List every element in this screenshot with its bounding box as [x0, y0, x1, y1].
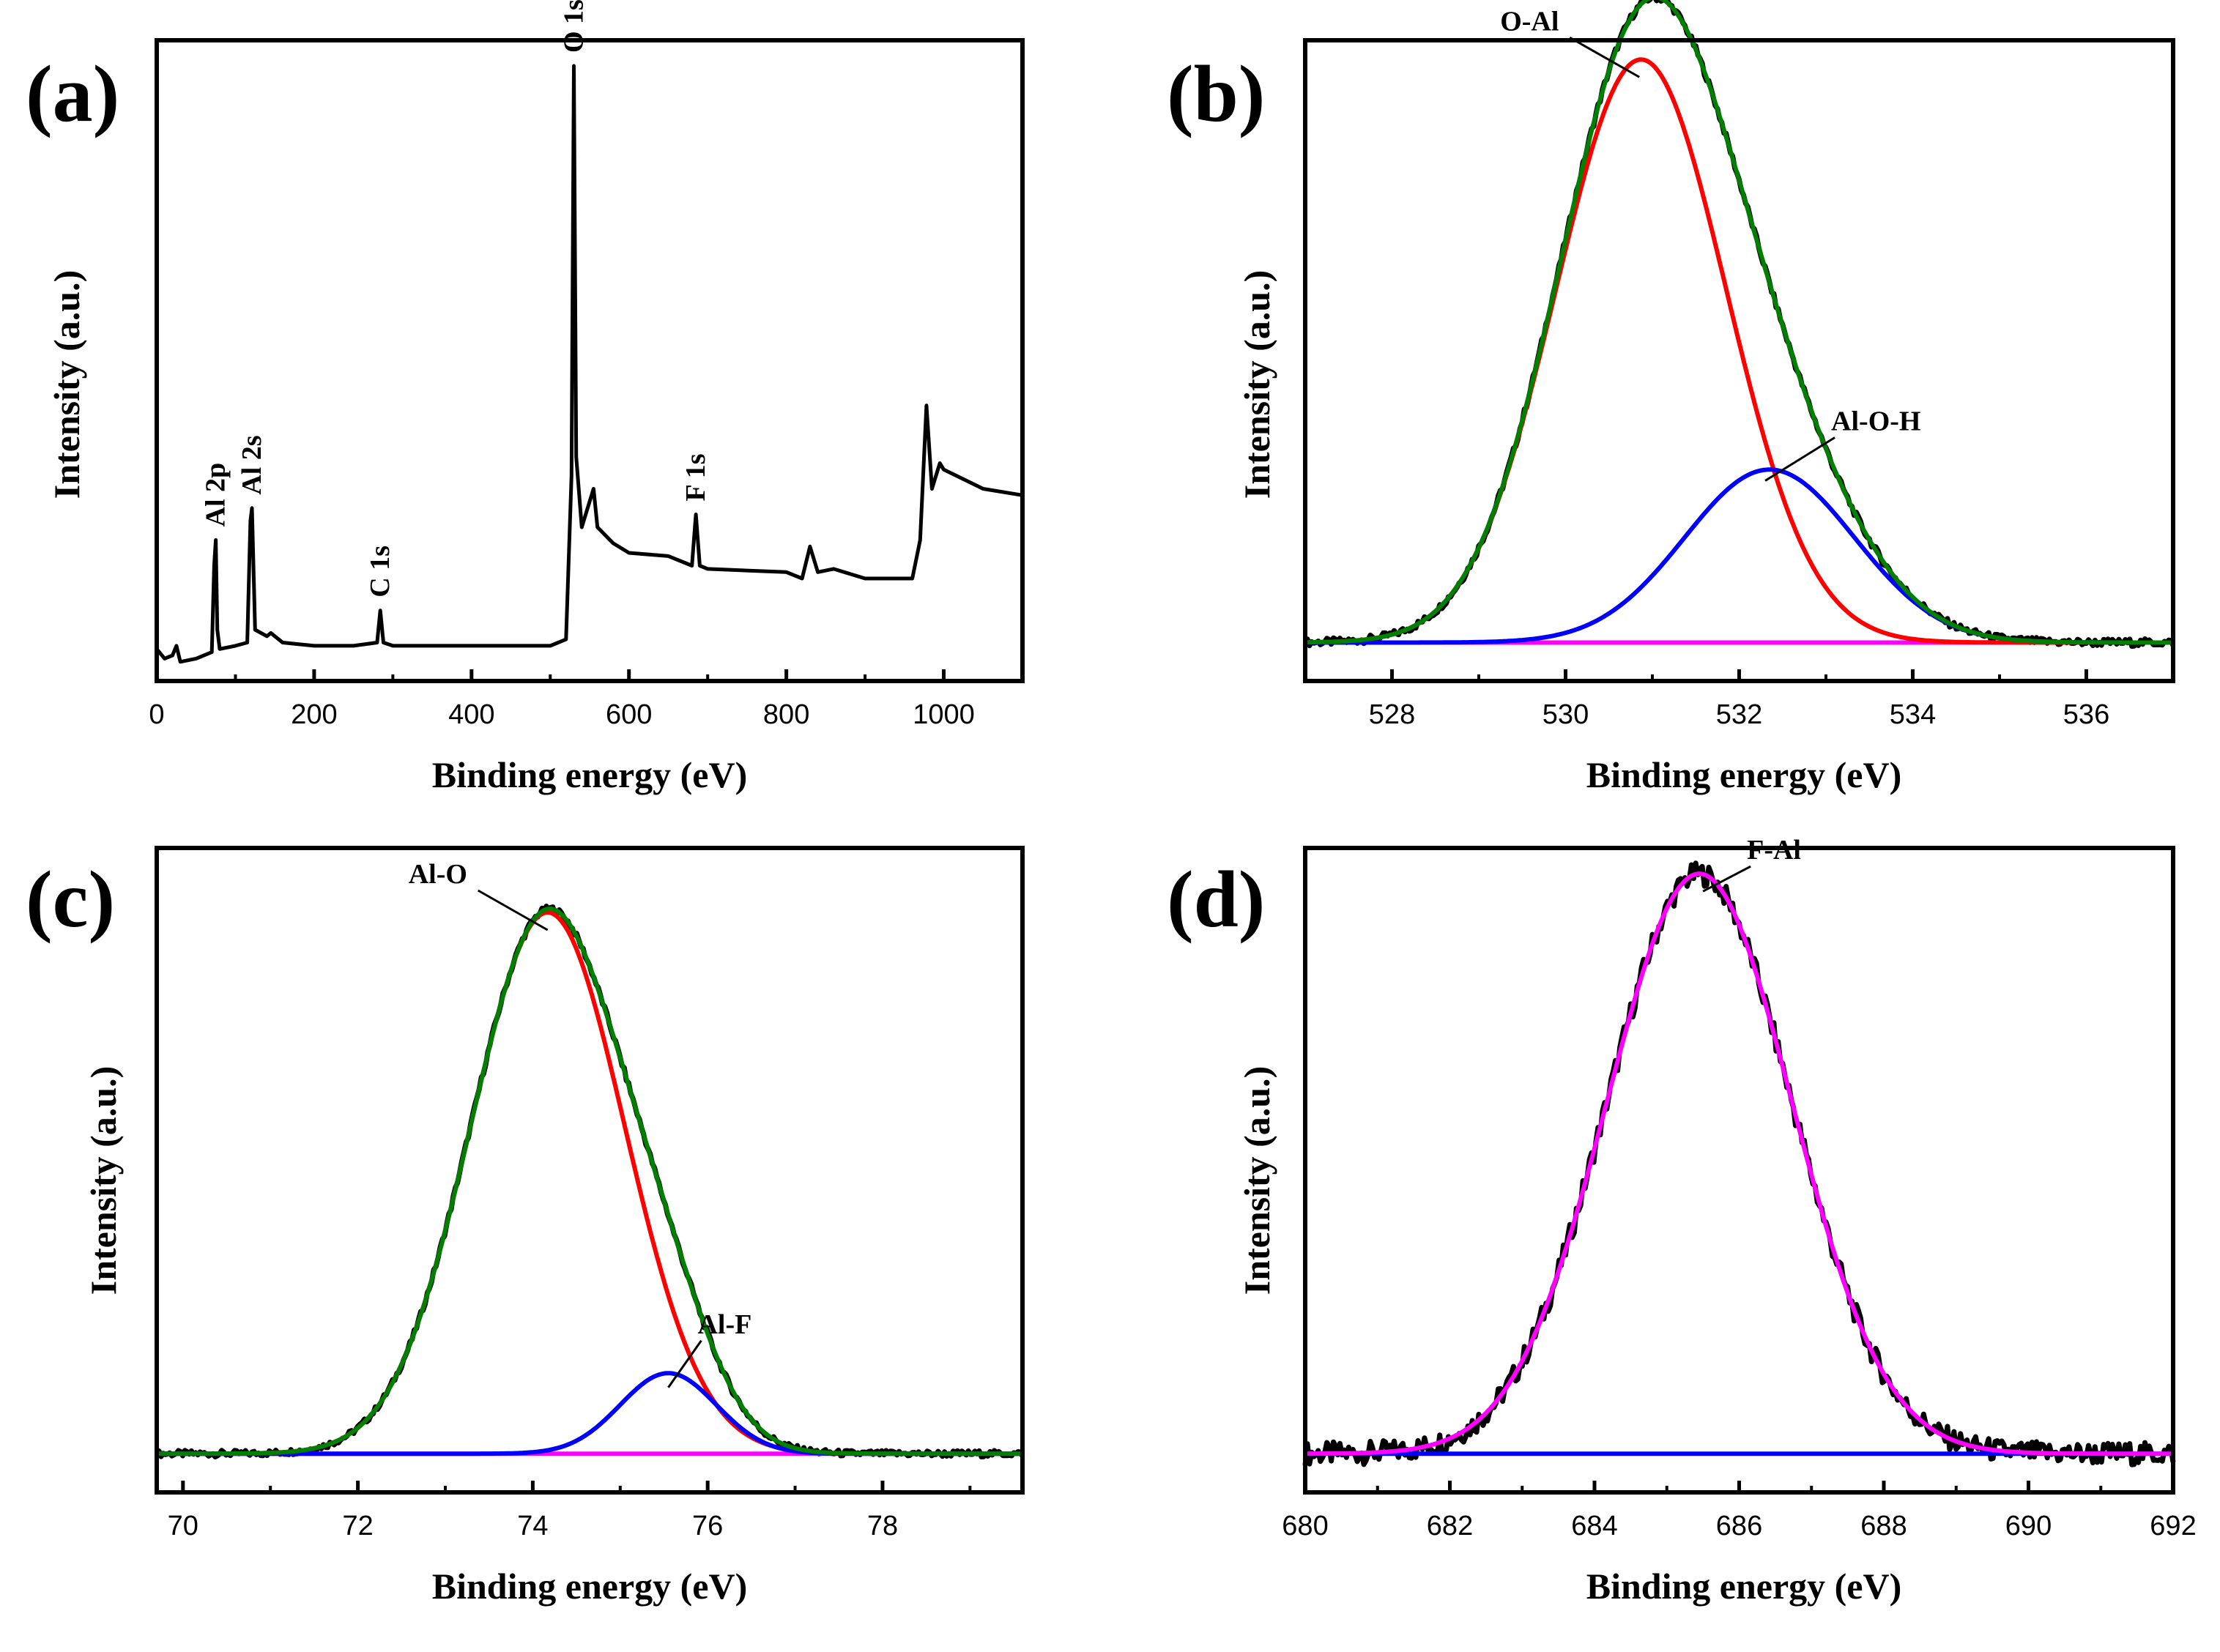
series-line-survey: [155, 64, 1023, 664]
x-axis-label-b: Binding energy (eV): [1586, 754, 1902, 795]
panel-a: (a) Intensity (a.u.) Binding energy (eV)…: [26, 0, 1025, 795]
x-tick-label: 200: [291, 699, 337, 730]
annotation-arrow: [1702, 865, 1751, 893]
annotation-f-al: F-Al: [1747, 835, 1801, 866]
x-tick-label: 682: [1427, 1511, 1473, 1541]
x-tick-label: 74: [517, 1511, 548, 1541]
x-tick-label: 70: [168, 1511, 198, 1541]
y-axis-label-a: Intensity (a.u.): [46, 270, 87, 499]
series-line-fit-envelope: [157, 907, 1022, 1456]
series-a: [155, 64, 1023, 664]
series-line-experimental: [1302, 0, 2176, 649]
x-tick-label: 800: [763, 699, 809, 730]
series-line-o-al: [1304, 57, 2173, 645]
annotation-al-2p: Al 2p: [201, 463, 231, 527]
annotation-c-1s: C 1s: [365, 546, 396, 598]
annotations-c: Al-O Al-F: [409, 859, 751, 1388]
x-tick-label: 0: [149, 699, 164, 730]
annotation-al-o-h: Al-O-H: [1831, 406, 1920, 437]
x-tick-label: 76: [692, 1511, 723, 1541]
annotation-o-1s: O 1s: [559, 0, 590, 53]
x-tick-label: 1000: [913, 699, 975, 730]
annotation-arrow: [477, 889, 549, 931]
annotation-arrow: [1764, 436, 1835, 482]
y-axis-label-d: Intensity (a.u.): [1236, 1066, 1277, 1295]
series-line-f-al: [1305, 871, 2173, 1456]
panel-d: (d) Intensity (a.u.) Binding energy (eV)…: [1167, 835, 2197, 1607]
y-axis-label-c: Intensity (a.u.): [83, 1066, 124, 1295]
x-tick-label: 528: [1369, 699, 1415, 730]
x-tick-label: 686: [1716, 1511, 1762, 1541]
series-c: [154, 904, 1025, 1459]
ticks-b: 528 530 532 534 536: [1304, 669, 2175, 730]
series-d: [1302, 860, 2176, 1467]
x-tick-label: 692: [2150, 1511, 2196, 1541]
x-axis-label-a: Binding energy (eV): [432, 754, 748, 795]
x-tick-label: 400: [448, 699, 494, 730]
x-tick-label: 72: [342, 1511, 373, 1541]
ticks-c: 70 72 74 76 78: [168, 1481, 972, 1541]
series-line-al-f: [157, 1371, 1022, 1456]
panel-letter-d: (d): [1167, 855, 1265, 944]
annotation-al-f: Al-F: [697, 1309, 751, 1340]
y-axis-label-b: Intensity (a.u.): [1236, 270, 1277, 499]
panel-c: (c) Intensity (a.u.) Binding energy (eV)…: [26, 846, 1025, 1607]
series-line-experimental: [1302, 860, 2176, 1467]
ticks-d: 680 682 684 686 688 690 692: [1282, 1481, 2197, 1541]
annotation-o-al: O-Al: [1500, 6, 1559, 37]
annotations-b: O-Al Al-O-H: [1500, 6, 1920, 482]
x-axis-label-d: Binding energy (eV): [1586, 1566, 1902, 1607]
plot-frame-c: [155, 846, 1025, 1495]
x-tick-label: 536: [2063, 699, 2109, 730]
annotation-al-2s: Al 2s: [237, 435, 267, 494]
plot-frame-a: [155, 38, 1025, 683]
plot-frame-b: [1303, 38, 2175, 683]
annotation-arrow: [1569, 36, 1640, 78]
x-tick-label: 532: [1716, 699, 1762, 730]
x-tick-label: 688: [1860, 1511, 1907, 1541]
panel-letter-a: (a): [26, 49, 119, 138]
x-tick-label: 684: [1571, 1511, 1617, 1541]
series-line-fit-envelope: [1304, 0, 2173, 645]
x-tick-label: 78: [867, 1511, 898, 1541]
annotation-f-1s: F 1s: [680, 453, 711, 501]
annotation-al-o: Al-O: [409, 859, 467, 890]
annotations-d: F-Al: [1702, 835, 1801, 893]
x-tick-label: 534: [1890, 699, 1936, 730]
series-b: [1302, 0, 2176, 649]
x-tick-label: 530: [1543, 699, 1589, 730]
panel-letter-b: (b): [1167, 49, 1265, 138]
annotation-arrow: [667, 1339, 702, 1388]
x-tick-label: 680: [1282, 1511, 1328, 1541]
series-line-al-o: [157, 910, 1022, 1456]
panel-letter-c: (c): [26, 855, 115, 944]
plot-frame-d: [1303, 846, 2175, 1495]
panel-b: (b) Intensity (a.u.) Binding energy (eV)…: [1167, 0, 2176, 795]
x-tick-label: 690: [2005, 1511, 2052, 1541]
x-axis-label-c: Binding energy (eV): [432, 1566, 748, 1607]
x-tick-label: 600: [606, 699, 652, 730]
annotations-a: Al 2p Al 2s C 1s O 1s F 1s: [201, 0, 711, 598]
ticks-a: 0 200 400 600 800 1000: [149, 669, 1024, 730]
